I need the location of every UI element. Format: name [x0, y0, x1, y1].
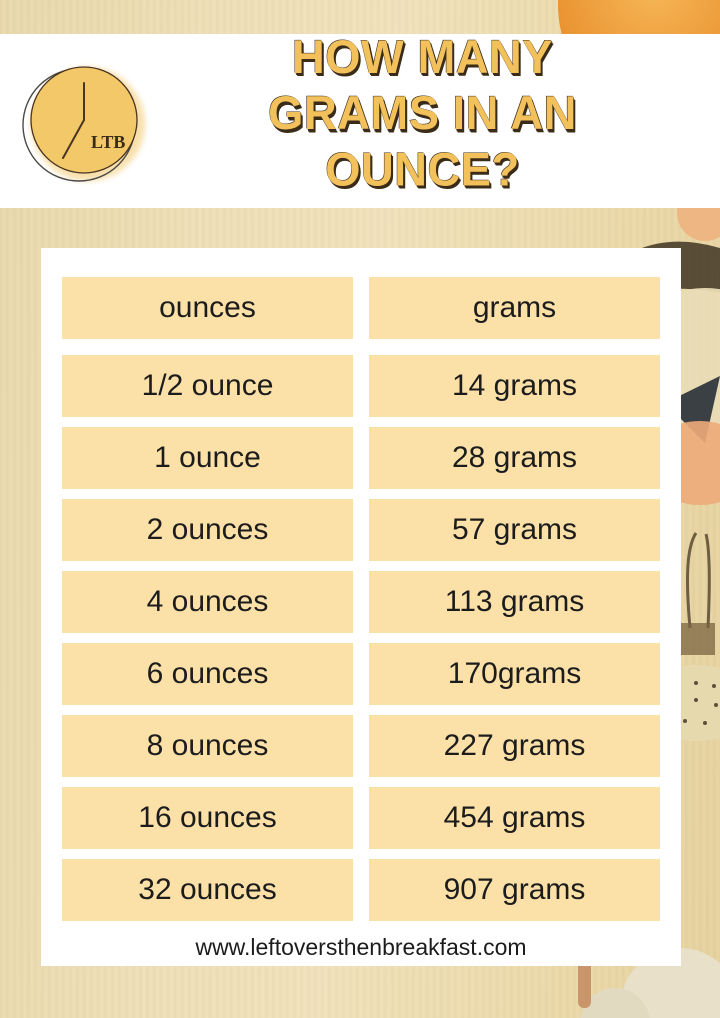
svg-text:LTB: LTB	[91, 132, 125, 152]
